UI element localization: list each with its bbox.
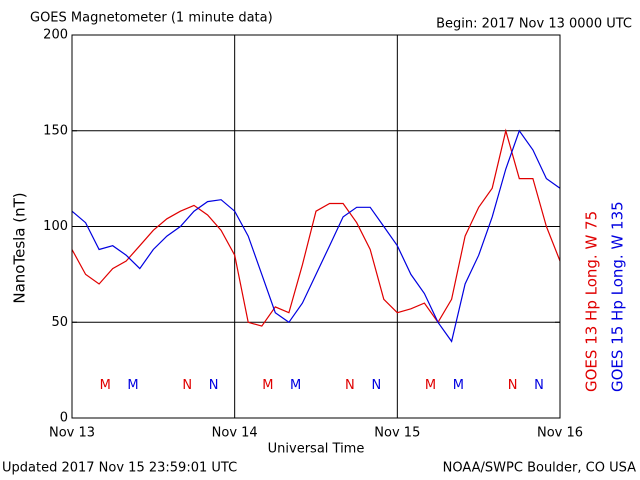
y-tick-label: 50	[51, 315, 68, 330]
x-tick-label: Nov 16	[537, 426, 583, 441]
marker-label: N	[508, 378, 518, 393]
x-axis-label: Universal Time	[268, 442, 365, 457]
legend-entry: GOES 15 Hp Long. W 135	[609, 201, 627, 392]
marker-label: N	[182, 378, 192, 393]
marker-label: N	[209, 378, 219, 393]
x-tick-label: Nov 13	[49, 426, 95, 441]
y-tick-label: 150	[43, 123, 68, 138]
y-axis-label: NanoTesla (nT)	[11, 192, 29, 303]
footer-right: NOAA/SWPC Boulder, CO USA	[443, 461, 636, 476]
y-tick-label: 100	[43, 219, 68, 234]
marker-label: N	[371, 378, 381, 393]
y-tick-label: 0	[60, 411, 68, 426]
marker-label: M	[425, 378, 436, 393]
marker-label: N	[345, 378, 355, 393]
marker-label: M	[127, 378, 138, 393]
plot-frame	[71, 34, 561, 419]
chart-subtitle: Begin: 2017 Nov 13 0000 UTC	[436, 17, 632, 32]
legend-entry: GOES 13 Hp Long. W 75	[583, 211, 601, 392]
marker-label: M	[453, 378, 464, 393]
x-tick-label: Nov 15	[374, 426, 420, 441]
chart-title: GOES Magnetometer (1 minute data)	[30, 11, 273, 26]
marker-label: M	[290, 378, 301, 393]
series-line	[71, 129, 561, 343]
x-tick-label: Nov 14	[212, 426, 258, 441]
marker-label: N	[534, 378, 544, 393]
footer-left: Updated 2017 Nov 15 23:59:01 UTC	[2, 461, 237, 476]
marker-label: M	[262, 378, 273, 393]
y-tick-label: 200	[43, 28, 68, 43]
series-line	[71, 128, 561, 327]
marker-label: M	[100, 378, 111, 393]
